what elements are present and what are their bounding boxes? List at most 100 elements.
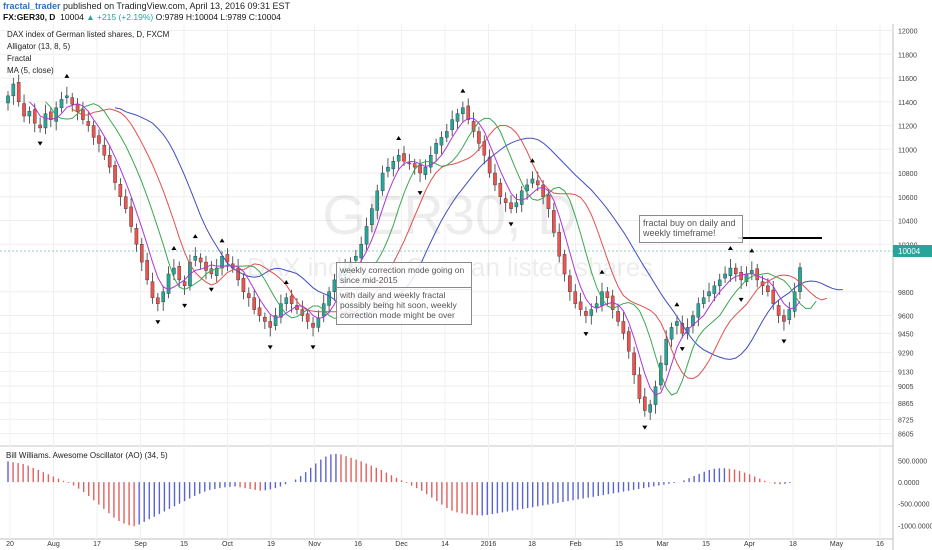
note-fractal-hit[interactable]: with daily and weekly fractal possibly b… xyxy=(336,287,472,325)
price-tick-label: 10600 xyxy=(898,195,918,202)
fractal-up-marker xyxy=(674,302,680,307)
candle-body xyxy=(562,254,567,275)
candle-body xyxy=(113,165,117,183)
candle-body xyxy=(493,172,497,186)
candle-body xyxy=(134,228,139,245)
candle-body xyxy=(477,131,481,144)
time-tick-label: Oct xyxy=(222,541,233,548)
indicator-lines xyxy=(29,101,843,396)
candle-body xyxy=(225,254,230,263)
candle-body xyxy=(150,281,155,298)
candle-body xyxy=(11,83,16,97)
candle-body xyxy=(578,301,583,310)
legend-alligator[interactable]: Alligator (13, 8, 5) xyxy=(7,42,71,51)
price-tick-label: 10400 xyxy=(898,219,918,226)
price-change: +215 (+2.19%) xyxy=(96,12,154,22)
candle-body xyxy=(455,113,460,122)
candle-body xyxy=(530,178,535,184)
ao-histogram xyxy=(7,454,791,527)
price-axis[interactable]: 12000 11800 11600 11400 11200 11000 10800 10600… xyxy=(898,29,918,439)
candle-body xyxy=(91,125,96,138)
time-tick-label: 2016 xyxy=(481,541,497,548)
ao-axis[interactable]: 500.0000 0.0000 -500.0000 -1000.0000 xyxy=(898,458,932,530)
candle-body xyxy=(733,267,738,275)
note-fractal-buy[interactable]: fractal buy on daily and weekly timefram… xyxy=(639,215,743,243)
fractal-down-marker xyxy=(781,339,787,344)
candle-body xyxy=(32,109,37,124)
fractal-down-marker xyxy=(583,332,589,337)
price-tick-label: 8865 xyxy=(898,401,914,408)
price-tick-label: 10800 xyxy=(898,171,918,178)
candle-body xyxy=(279,303,283,318)
candle-body xyxy=(204,261,208,271)
candle-body xyxy=(498,182,503,197)
candle-body xyxy=(54,107,58,122)
candle-body xyxy=(59,99,64,108)
candle-body xyxy=(541,184,545,197)
candle-body xyxy=(305,313,310,322)
candle-body xyxy=(503,198,508,203)
candle-body xyxy=(584,311,588,316)
time-tick-label: 20 xyxy=(6,541,14,548)
time-tick-label: 15 xyxy=(180,541,188,548)
candle-body xyxy=(102,144,107,156)
candle-body xyxy=(263,317,267,322)
candle-body xyxy=(161,291,165,303)
time-tick-label: Sep xyxy=(134,541,147,548)
candle-body xyxy=(43,113,48,129)
candle-body xyxy=(535,180,540,186)
legend-title[interactable]: DAX index of German listed shares, D, FX… xyxy=(7,30,170,39)
candle-body xyxy=(370,208,374,225)
candle-body xyxy=(519,190,524,205)
candle-body xyxy=(798,267,802,292)
fractal-up-marker xyxy=(727,246,733,251)
price-tick-label: 11200 xyxy=(898,124,917,131)
legend-fractal[interactable]: Fractal xyxy=(7,54,32,63)
candle-body xyxy=(6,95,10,104)
time-tick-label: Nov xyxy=(308,541,321,548)
time-tick-label: Dec xyxy=(395,541,408,548)
candle-body xyxy=(439,137,444,146)
fractal-up-marker xyxy=(396,136,402,141)
author-link[interactable]: fractal_trader xyxy=(3,1,61,11)
candle-body xyxy=(755,268,759,281)
time-tick-label: Mar xyxy=(656,541,669,548)
note-weekly-correction[interactable]: weekly correction mode going on since mi… xyxy=(336,262,472,290)
price-tick-label: 9130 xyxy=(898,369,914,376)
candle-body xyxy=(450,119,454,130)
candle-body xyxy=(701,297,706,304)
candle-body xyxy=(375,190,380,211)
ao-title[interactable]: Bill Williams. Awesome Oscillator (AO) (… xyxy=(6,451,168,460)
candle-body xyxy=(653,386,658,405)
alligator-teeth-line xyxy=(71,108,827,380)
candle-body xyxy=(557,232,561,257)
candle-body xyxy=(509,202,513,209)
candle-body xyxy=(27,111,32,117)
candle-body xyxy=(434,143,438,154)
candle-body xyxy=(86,121,91,126)
publication-line: fractal_trader published on TradingView.… xyxy=(3,1,290,11)
candle-body xyxy=(123,196,128,209)
fractal-down-marker xyxy=(679,347,685,352)
time-axis[interactable]: 20 Aug 17 Sep 15 Oct 19 Nov 16 Dec 14 2016 18 Feb 15 Ma… xyxy=(6,541,884,548)
fractal-down-marker xyxy=(642,425,648,430)
candle-body xyxy=(177,266,182,281)
legend-ma[interactable]: MA (5, close) xyxy=(7,66,54,75)
published-info: published on TradingView.com, April 13, … xyxy=(63,1,291,11)
candle-body xyxy=(632,352,636,376)
candle-body xyxy=(771,289,776,304)
price-chart[interactable]: GER30, D DAX index of German listed shar… xyxy=(0,24,932,550)
candle-body xyxy=(214,267,219,276)
candle-body xyxy=(573,291,578,304)
candle-body xyxy=(664,339,669,365)
fractal-up-marker xyxy=(171,246,177,251)
candle-body xyxy=(637,374,642,399)
candle-body xyxy=(680,323,685,334)
candle-body xyxy=(792,291,797,312)
time-tick-label: 15 xyxy=(615,541,623,548)
candle-body xyxy=(273,315,278,326)
ao-tick-label: -500.0000 xyxy=(898,502,930,509)
candle-body xyxy=(482,141,487,156)
candle-body xyxy=(97,135,101,144)
candle-body xyxy=(787,309,792,320)
